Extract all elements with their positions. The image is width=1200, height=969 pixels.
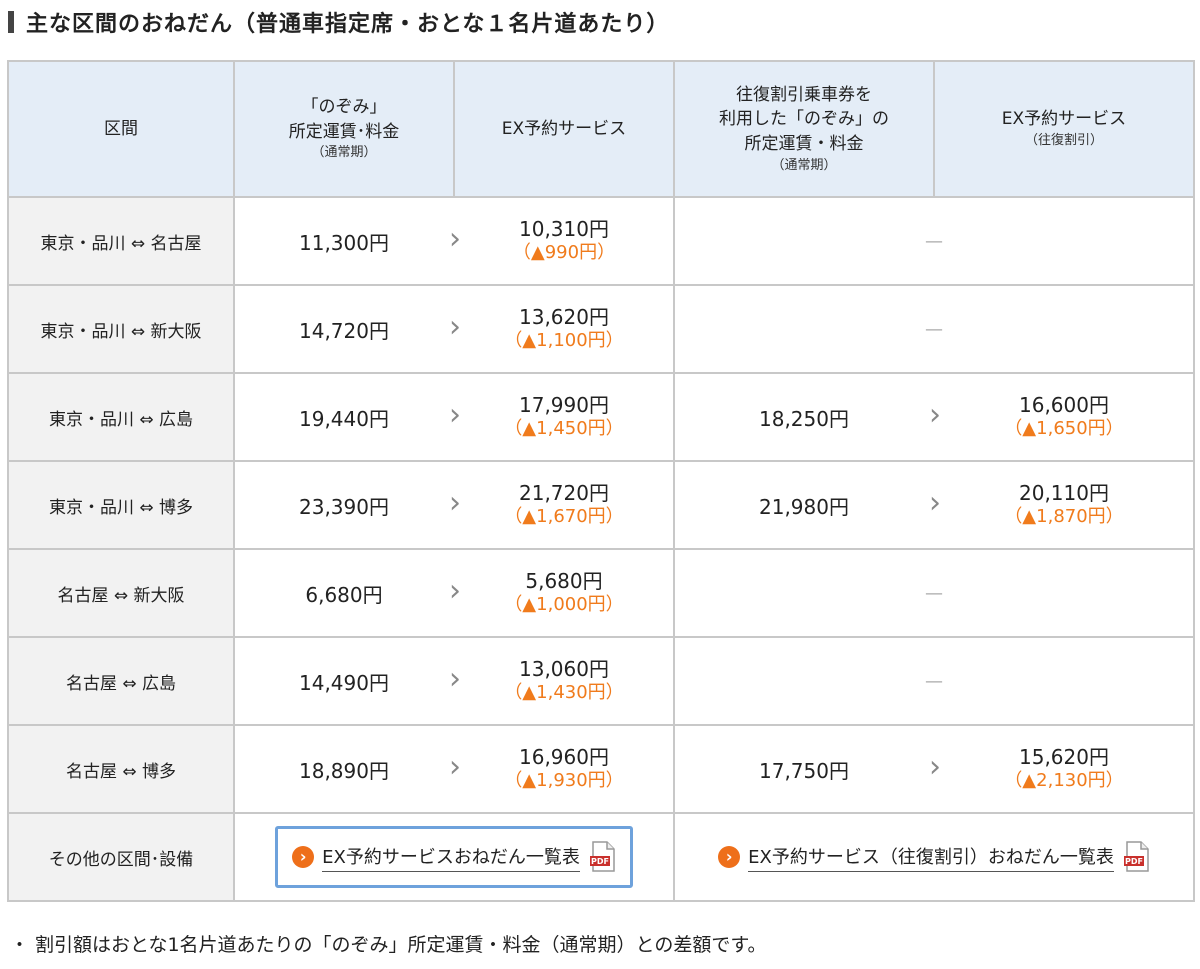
table-header-row: 区間 「のぞみ」 所定運賃･料金 （通常期） EX予約サービス 往復割引乗車券を… bbox=[7, 60, 1195, 198]
ex-fare-cell: 5,680円 （▲1,000円） bbox=[454, 548, 675, 638]
ex-fare-cell: 10,310円 （▲990円） bbox=[454, 196, 675, 286]
heading-bar bbox=[8, 11, 14, 33]
arrow-circle-icon: › bbox=[292, 846, 315, 868]
table-row: 東京・品川 ⇔ 広島19,440円17,990円（▲1,450円）18,250円… bbox=[7, 372, 1195, 462]
ex-roundtrip-price-list-cell: › EX予約サービス（往復割引）おねだん一覧表 PDF bbox=[673, 812, 1195, 902]
row-section: 東京・品川 ⇔ 名古屋 bbox=[7, 196, 235, 286]
nozomi-fare: 11,300円 bbox=[233, 196, 454, 286]
roundtrip-fare: 21,980円 bbox=[673, 460, 934, 550]
pdf-icon: PDF bbox=[1123, 841, 1150, 873]
ex-roundtrip-fare-cell: 16,600円 （▲1,650円） bbox=[934, 372, 1195, 462]
ex-fare: 5,680円 bbox=[525, 569, 603, 594]
not-applicable: — bbox=[673, 548, 1195, 638]
header-section: 区間 bbox=[7, 60, 235, 198]
arrow-circle-icon: › bbox=[718, 846, 741, 868]
header-roundtrip: 往復割引乗車券を 利用した「のぞみ」の 所定運賃・料金 （通常期） bbox=[673, 60, 935, 198]
ex-roundtrip-fare-cell: 15,620円 （▲2,130円） bbox=[934, 724, 1195, 814]
ex-roundtrip-discount: （▲1,650円） bbox=[1004, 418, 1124, 440]
ex-roundtrip-fare: 16,600円 bbox=[1019, 393, 1109, 418]
footnote: ・ 割引額はおとな1名片道あたりの「のぞみ」所定運賃・料金（通常期）との差額です… bbox=[10, 934, 767, 956]
ex-fare: 21,720円 bbox=[519, 481, 609, 506]
ex-discount: （▲1,670円） bbox=[504, 506, 624, 528]
ex-fare: 13,620円 bbox=[519, 305, 609, 330]
ex-price-list-link[interactable]: › EX予約サービスおねだん一覧表 PDF bbox=[275, 826, 633, 888]
ex-fare-cell: 13,060円 （▲1,430円） bbox=[454, 636, 675, 726]
nozomi-fare: 14,720円 bbox=[233, 284, 454, 374]
ex-roundtrip-price-list-link[interactable]: › EX予約サービス（往復割引）おねだん一覧表 PDF bbox=[702, 831, 1166, 883]
nozomi-fare: 23,390円 bbox=[233, 460, 454, 550]
page-title: 主な区間のおねだん（普通車指定席・おとな１名片道あたり） bbox=[26, 12, 670, 37]
ex-roundtrip-discount: （▲1,870円） bbox=[1004, 506, 1124, 528]
ex-fare: 13,060円 bbox=[519, 657, 609, 682]
svg-text:PDF: PDF bbox=[591, 857, 609, 866]
ex-fare: 16,960円 bbox=[519, 745, 609, 770]
nozomi-fare: 18,890円 bbox=[233, 724, 454, 814]
table-row: 名古屋 ⇔ 博多18,890円16,960円（▲1,930円）17,750円15… bbox=[7, 724, 1195, 814]
ex-discount: （▲1,430円） bbox=[504, 682, 624, 704]
ex-fare-cell: 21,720円 （▲1,670円） bbox=[454, 460, 675, 550]
row-section: 名古屋 ⇔ 広島 bbox=[7, 636, 235, 726]
fare-table: 区間 「のぞみ」 所定運賃･料金 （通常期） EX予約サービス 往復割引乗車券を… bbox=[7, 60, 1195, 902]
nozomi-fare: 14,490円 bbox=[233, 636, 454, 726]
ex-discount: （▲990円） bbox=[512, 242, 616, 264]
roundtrip-fare: 18,250円 bbox=[673, 372, 934, 462]
ex-roundtrip-fare: 15,620円 bbox=[1019, 745, 1109, 770]
ex-discount: （▲1,000円） bbox=[504, 594, 624, 616]
ex-roundtrip-fare-cell: 20,110円 （▲1,870円） bbox=[934, 460, 1195, 550]
not-applicable: — bbox=[673, 636, 1195, 726]
ex-fare: 17,990円 bbox=[519, 393, 609, 418]
svg-text:PDF: PDF bbox=[1125, 857, 1143, 866]
header-ex: EX予約サービス bbox=[453, 60, 675, 198]
ex-discount: （▲1,100円） bbox=[504, 330, 624, 352]
ex-roundtrip-fare: 20,110円 bbox=[1019, 481, 1109, 506]
other-sections-row: その他の区間･設備 › EX予約サービスおねだん一覧表 PDF bbox=[7, 812, 1195, 902]
not-applicable: — bbox=[673, 196, 1195, 286]
ex-roundtrip-discount: （▲2,130円） bbox=[1004, 770, 1124, 792]
section-heading: 主な区間のおねだん（普通車指定席・おとな１名片道あたり） bbox=[8, 4, 669, 40]
ex-fare-cell: 17,990円 （▲1,450円） bbox=[454, 372, 675, 462]
row-section: 名古屋 ⇔ 新大阪 bbox=[7, 548, 235, 638]
ex-fare-cell: 13,620円 （▲1,100円） bbox=[454, 284, 675, 374]
ex-price-list-cell: › EX予約サービスおねだん一覧表 PDF bbox=[233, 812, 675, 902]
nozomi-fare: 19,440円 bbox=[233, 372, 454, 462]
not-applicable: — bbox=[673, 284, 1195, 374]
other-sections-label: その他の区間･設備 bbox=[7, 812, 235, 902]
header-ex-roundtrip: EX予約サービス （往復割引） bbox=[933, 60, 1195, 198]
nozomi-fare: 6,680円 bbox=[233, 548, 454, 638]
header-nozomi: 「のぞみ」 所定運賃･料金 （通常期） bbox=[233, 60, 455, 198]
row-section: 東京・品川 ⇔ 広島 bbox=[7, 372, 235, 462]
roundtrip-fare: 17,750円 bbox=[673, 724, 934, 814]
row-section: 名古屋 ⇔ 博多 bbox=[7, 724, 235, 814]
row-section: 東京・品川 ⇔ 博多 bbox=[7, 460, 235, 550]
table-row: 東京・品川 ⇔ 博多23,390円21,720円（▲1,670円）21,980円… bbox=[7, 460, 1195, 550]
ex-discount: （▲1,930円） bbox=[504, 770, 624, 792]
ex-fare-cell: 16,960円 （▲1,930円） bbox=[454, 724, 675, 814]
row-section: 東京・品川 ⇔ 新大阪 bbox=[7, 284, 235, 374]
ex-fare: 10,310円 bbox=[519, 217, 609, 242]
pdf-icon: PDF bbox=[589, 841, 616, 873]
ex-discount: （▲1,450円） bbox=[504, 418, 624, 440]
